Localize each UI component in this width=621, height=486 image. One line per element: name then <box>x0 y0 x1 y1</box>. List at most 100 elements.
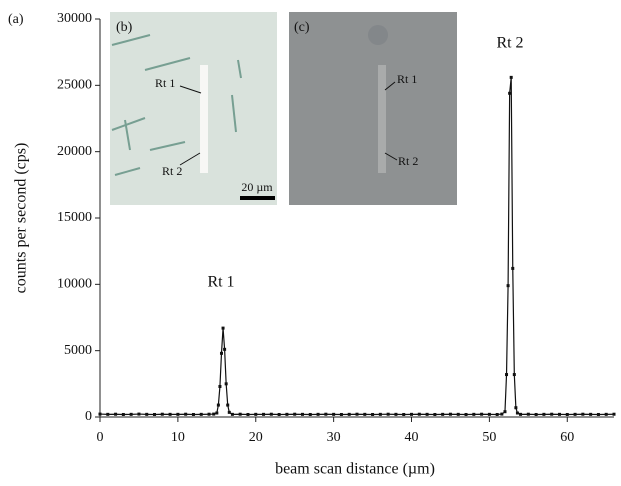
data-point <box>227 410 231 414</box>
leader <box>384 81 396 91</box>
data-point <box>500 412 504 416</box>
data-point <box>565 412 569 416</box>
data-point <box>581 412 585 416</box>
data-point <box>168 412 172 416</box>
annotation: Rt 2 <box>496 35 523 52</box>
data-point <box>371 412 375 416</box>
data-point <box>410 412 414 416</box>
inset-marker: Rt 2 <box>162 164 182 178</box>
data-point <box>480 412 484 416</box>
data-point <box>145 412 149 416</box>
x-tick-label: 60 <box>560 430 574 445</box>
y-axis-label: counts per second (cps) <box>13 143 30 294</box>
leader <box>179 85 202 94</box>
leader <box>179 152 201 166</box>
inset-marker: Rt 2 <box>398 154 418 168</box>
inset-photo <box>110 12 277 205</box>
data-point <box>219 351 223 355</box>
data-point <box>514 406 518 410</box>
data-point <box>277 412 281 416</box>
data-point <box>114 412 118 416</box>
data-point <box>456 412 460 416</box>
data-point <box>216 403 220 407</box>
data-point <box>230 412 234 416</box>
x-tick-label: 20 <box>249 430 263 445</box>
data-point <box>417 412 421 416</box>
data-point <box>573 412 577 416</box>
scan-line <box>378 65 386 173</box>
data-point <box>339 412 343 416</box>
y-tick-label: 5000 <box>64 343 92 358</box>
data-point <box>441 412 445 416</box>
data-point <box>505 373 509 377</box>
data-point <box>332 412 336 416</box>
data-point <box>324 412 328 416</box>
data-point <box>246 412 250 416</box>
y-tick-label: 30000 <box>57 11 92 26</box>
data-point <box>433 412 437 416</box>
data-point <box>511 266 515 270</box>
data-point <box>503 410 507 414</box>
data-point <box>293 412 297 416</box>
y-tick-label: 0 <box>85 409 92 424</box>
data-point <box>106 412 110 416</box>
data-point <box>508 91 512 95</box>
data-point <box>269 412 273 416</box>
data-point <box>589 412 593 416</box>
data-point <box>191 412 195 416</box>
data-point <box>512 373 516 377</box>
data-point <box>347 412 351 416</box>
data-point <box>137 412 141 416</box>
data-point <box>612 412 616 416</box>
data-point <box>557 412 561 416</box>
data-point <box>509 75 513 79</box>
data-point <box>308 412 312 416</box>
data-point <box>316 412 320 416</box>
data-point <box>176 412 180 416</box>
inset-label: (b) <box>116 20 133 35</box>
data-point <box>98 412 102 416</box>
data-point <box>224 382 228 386</box>
panel-label: (a) <box>8 12 24 27</box>
y-tick-label: 25000 <box>57 78 92 93</box>
inset-b: (b) Rt 1 Rt 2 20 µm <box>110 12 277 205</box>
data-point <box>425 412 429 416</box>
data-point <box>121 412 125 416</box>
data-point <box>534 412 538 416</box>
data-point <box>402 412 406 416</box>
data-point <box>495 412 499 416</box>
data-point <box>596 412 600 416</box>
data-point <box>238 412 242 416</box>
data-point <box>526 412 530 416</box>
data-point <box>550 412 554 416</box>
leader <box>384 152 398 161</box>
x-tick-label: 50 <box>482 430 496 445</box>
data-point <box>300 412 304 416</box>
x-tick-label: 10 <box>171 430 185 445</box>
inset-marker: Rt 1 <box>397 72 417 86</box>
data-point <box>254 412 258 416</box>
annotation: Rt 1 <box>207 274 234 291</box>
data-point <box>378 412 382 416</box>
data-point <box>212 412 216 416</box>
data-point <box>464 412 468 416</box>
data-point <box>160 412 164 416</box>
scale-bar-label: 20 µm <box>241 180 273 194</box>
inset-c: (c) Rt 1 Rt 2 <box>289 12 457 205</box>
data-point <box>515 411 519 415</box>
data-point <box>355 412 359 416</box>
inset-marker: Rt 1 <box>155 76 175 90</box>
y-tick-label: 15000 <box>57 210 92 225</box>
x-tick-label: 30 <box>327 430 341 445</box>
data-point <box>448 412 452 416</box>
inset-label: (c) <box>294 20 310 35</box>
data-point <box>153 412 157 416</box>
inset-photo <box>289 12 457 205</box>
data-point <box>394 412 398 416</box>
data-point <box>218 384 222 388</box>
data-point <box>604 412 608 416</box>
scan-line <box>200 65 208 173</box>
data-point <box>223 347 227 351</box>
data-point <box>199 412 203 416</box>
data-point <box>386 412 390 416</box>
